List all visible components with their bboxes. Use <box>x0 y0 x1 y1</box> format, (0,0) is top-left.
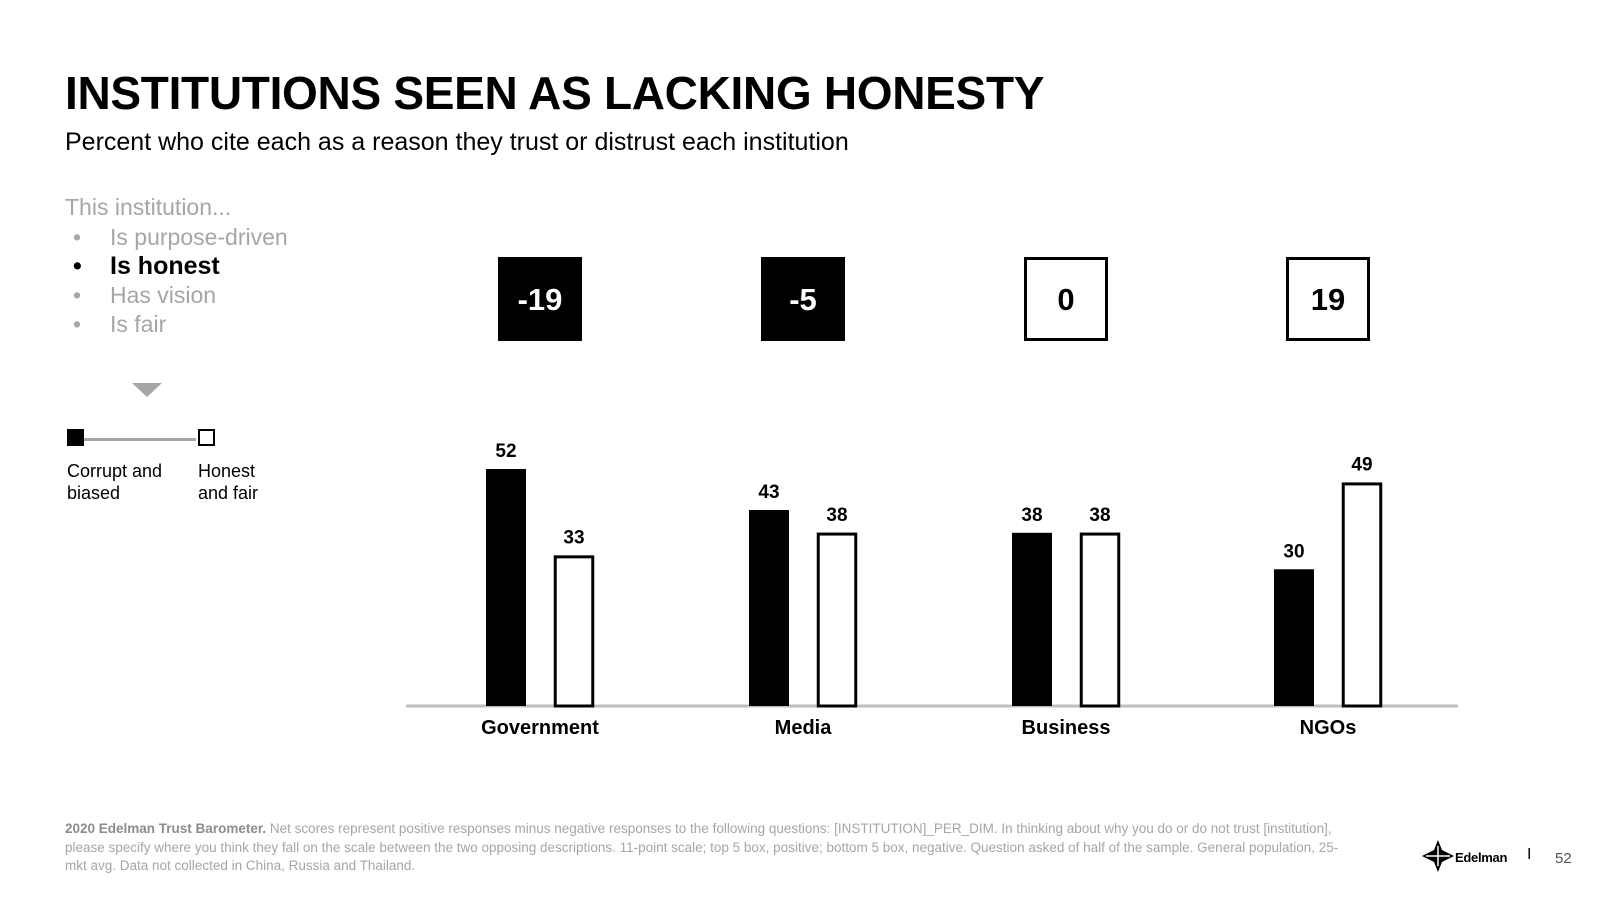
footnote-text: Net scores represent positive responses … <box>65 821 1339 873</box>
net-score-label: -5 <box>789 282 817 317</box>
dimension-item-honest: • Is honest <box>65 252 288 281</box>
bar-corrupt-biased <box>486 469 526 706</box>
net-score-box <box>761 257 845 341</box>
bar-honest-fair <box>1341 482 1383 708</box>
legend-label-positive: Honest and fair <box>198 461 259 503</box>
net-score-label: -19 <box>518 282 563 317</box>
bullet-icon: • <box>73 224 82 250</box>
dimension-item-purpose-driven: • Is purpose-driven <box>65 223 288 252</box>
bullet-icon: • <box>73 282 82 308</box>
data-label: 52 <box>495 441 516 462</box>
data-label: 30 <box>1283 541 1304 562</box>
page-subtitle: Percent who cite each as a reason they t… <box>65 128 849 156</box>
bullet-icon: • <box>73 311 82 337</box>
dimension-item-fair: • Is fair <box>65 310 288 339</box>
data-label: 43 <box>758 482 779 503</box>
brand-separator: I <box>1527 846 1532 863</box>
category-label: Business <box>1022 717 1111 739</box>
legend-label-negative: Corrupt and biased <box>67 461 163 503</box>
legend-swatch-negative <box>67 429 84 446</box>
footnote-source: 2020 Edelman Trust Barometer. <box>65 821 267 836</box>
footnote: 2020 Edelman Trust Barometer. Net scores… <box>65 820 1345 876</box>
bar-corrupt-biased <box>749 510 789 706</box>
net-score-label: 19 <box>1311 282 1345 317</box>
category-label: NGOs <box>1300 717 1357 739</box>
dimension-list: This institution... • Is purpose-driven •… <box>65 194 288 339</box>
edelman-logo-icon <box>1422 840 1454 872</box>
dimension-item-vision: • Has vision <box>65 281 288 310</box>
data-label: 49 <box>1351 455 1372 476</box>
data-label: 38 <box>1089 505 1110 526</box>
net-score-box <box>498 257 582 341</box>
bar-corrupt-biased <box>1012 532 1052 706</box>
dimension-label: Is purpose-driven <box>110 224 288 250</box>
page-number: 52 <box>1555 850 1572 867</box>
bar-honest-fair <box>553 555 595 708</box>
net-score-box <box>1286 257 1370 341</box>
bar-honest-fair <box>1079 532 1121 708</box>
triangle-down-icon <box>132 383 162 397</box>
data-label: 38 <box>826 505 847 526</box>
net-score-box <box>1024 257 1108 341</box>
dimension-label: Is fair <box>110 311 167 337</box>
dimension-label: Has vision <box>110 282 217 308</box>
legend-swatch-positive <box>198 429 215 446</box>
dimension-label: Is honest <box>110 252 220 280</box>
bar-honest-fair <box>816 532 858 708</box>
data-label: 33 <box>563 528 584 549</box>
brand-name: Edelman <box>1455 850 1508 865</box>
category-label: Media <box>775 717 833 739</box>
net-score-label: 0 <box>1057 282 1074 317</box>
legend-scale-line <box>84 438 196 441</box>
category-label: Government <box>481 717 599 739</box>
page-title: INSTITUTIONS SEEN AS LACKING HONESTY <box>65 67 1045 119</box>
bullet-icon: • <box>73 252 82 280</box>
data-label: 38 <box>1021 505 1042 526</box>
bar-corrupt-biased <box>1274 569 1314 706</box>
dimension-intro: This institution... <box>65 194 232 220</box>
